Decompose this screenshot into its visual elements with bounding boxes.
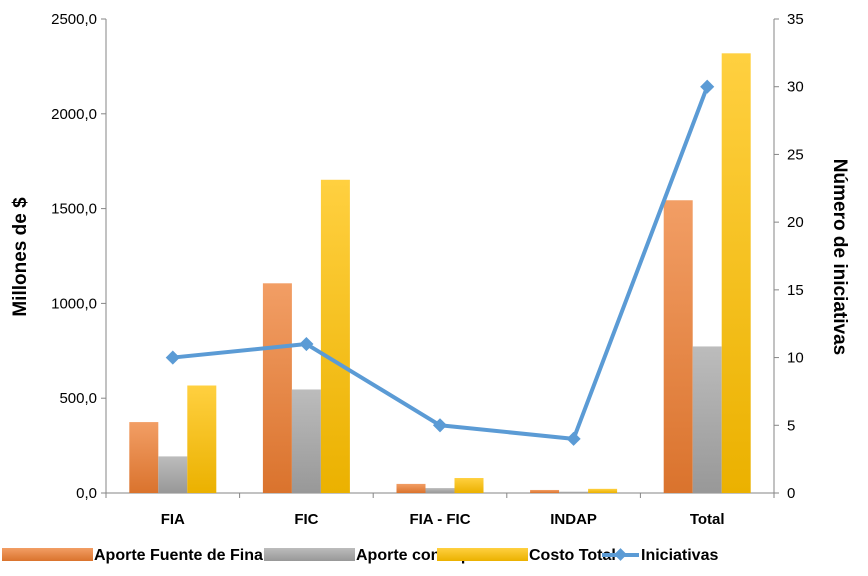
x-category-label: Total [690,511,725,528]
line-marker [165,350,180,365]
bar [721,53,751,494]
y2-axis-title: Número de iniciativas [829,159,850,355]
y-tick-label: 1000,0 [51,295,97,312]
x-category-label: FIC [294,511,318,528]
y2-tick-label: 0 [787,485,795,502]
line-marker [299,336,314,352]
y-axis-title: Millones de $ [10,197,31,317]
y2-tick-label: 15 [787,282,804,299]
bar [187,385,217,493]
legend-label: Costo Total [529,547,616,564]
x-category-label: FIA - FIC [409,511,470,528]
y2-tick-label: 25 [787,146,804,163]
y-tick-label: 0,0 [76,485,97,502]
series-line [172,86,710,441]
legend-marker [614,548,627,561]
bar [588,488,618,493]
y2-tick-label: 10 [787,350,804,367]
bar [291,389,321,493]
legend-swatch [2,548,93,561]
legend-label: Iniciativas [641,547,718,564]
line-marker [432,418,448,433]
bar [396,483,426,493]
x-category-label: FIA [161,511,185,528]
bar [663,200,693,493]
x-category-label: INDAP [550,511,597,528]
bar [425,488,455,493]
legend: Aporte Fuente de Financiamiento Aporte co… [2,547,718,564]
y2-tick-label: 35 [787,11,804,28]
legend-swatch [264,548,355,561]
y-tick-label: 500,0 [59,390,97,407]
line-marker [700,79,715,94]
y-tick-label: 2000,0 [51,106,97,123]
y2-tick-label: 5 [787,417,795,434]
bar [129,422,159,493]
bar [262,283,292,493]
legend-swatch [437,548,528,561]
bar [320,179,350,493]
bar [559,491,589,493]
y-tick-label: 1500,0 [51,201,97,218]
y2-tick-label: 20 [787,214,804,231]
line-marker [566,431,581,446]
bar [692,346,722,493]
y-tick-label: 2500,0 [51,11,97,28]
bar [454,478,484,493]
y2-tick-label: 30 [787,79,804,96]
bar [158,456,188,493]
bar [530,489,560,493]
